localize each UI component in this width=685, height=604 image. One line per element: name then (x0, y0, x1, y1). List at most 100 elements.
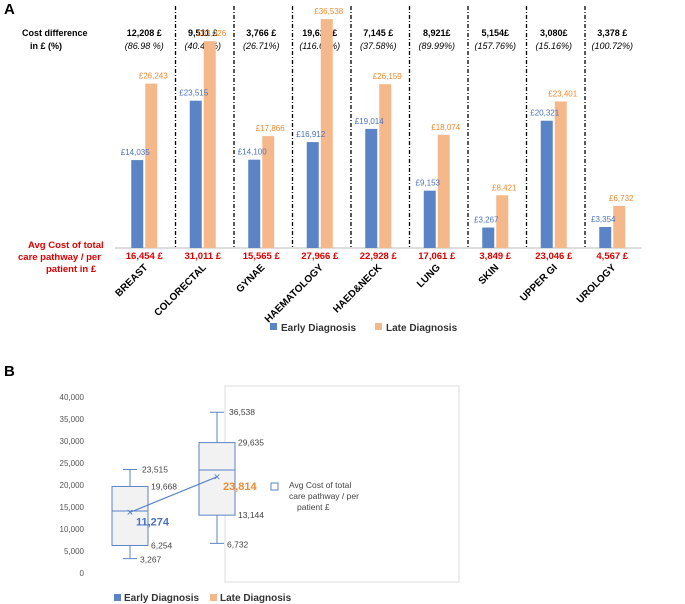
panel-a-label: A (4, 1, 15, 18)
legend-late-swatch (375, 323, 382, 330)
mean-label: 23,814 (223, 481, 258, 493)
cost-diff-value: 7,145 £ (363, 28, 393, 38)
note-line1: Avg Cost of total (289, 480, 351, 490)
box (198, 442, 236, 516)
note-swatch (270, 482, 279, 491)
min-label: 6,732 (227, 539, 249, 549)
y-tick-label: 10,000 (60, 525, 85, 534)
cost-diff-value: 3,766 £ (246, 28, 276, 38)
category-label: HAED&NECK (331, 262, 385, 316)
cost-diff-pct: (40.45%) (184, 41, 221, 51)
cost-diff-pct: (15.16%) (535, 41, 572, 51)
mean-marker: ✕ (126, 507, 134, 517)
y-tick-label: 40,000 (60, 393, 85, 402)
panel-b-label: B (4, 363, 15, 380)
legend-b-late-swatch (210, 594, 217, 601)
note-line2: care pathway / per (289, 491, 359, 501)
category-label: COLORECTAL (153, 262, 209, 318)
min-label: 3,267 (140, 555, 162, 565)
bar-label-early: £19,014 (355, 117, 384, 126)
legend-early-swatch (270, 323, 277, 330)
bar-label-early: £14,100 (238, 148, 267, 157)
bar-late (203, 41, 216, 248)
avg-total-value: 31,011 £ (185, 251, 222, 262)
cost-diff-header-line2: in £ (%) (30, 41, 62, 51)
box-plot: 0 5,000 10,000 15,000 20,000 25,000 30,000 35,0… (60, 393, 265, 578)
bar-chart: 12,208 £ (86.98 %) £14,035 £26,243 16,454 £B… (114, 6, 642, 325)
bar-early (306, 142, 319, 248)
category-label: BREAST (114, 262, 151, 299)
category-label: GYNAE (234, 262, 267, 295)
bar-label-early: £14,035 (121, 148, 150, 157)
legend-b-late-label: Late Diagnosis (220, 593, 292, 604)
note-line3: patient £ (297, 502, 330, 512)
cost-diff-value: 3,378 £ (597, 28, 627, 38)
avg-total-value: 16,454 £ (126, 251, 164, 262)
q1-label: 13,144 (238, 510, 264, 520)
mean-marker: ✕ (213, 472, 221, 482)
legend-b-early-label: Early Diagnosis (124, 593, 199, 604)
avg-header-line1: Avg Cost of total (28, 240, 104, 251)
y-tick-label: 30,000 (60, 437, 85, 446)
cost-diff-header-line1: Cost difference (22, 28, 88, 38)
bar-label-late: £33,026 (197, 29, 226, 38)
cost-diff-pct: (37.58%) (360, 41, 397, 51)
bar-label-early: £3,267 (474, 216, 499, 225)
cost-diff-value: 5,154£ (481, 28, 509, 38)
avg-total-value: 27,966 £ (301, 251, 339, 262)
cost-diff-pct: (86.98 %) (125, 41, 164, 51)
bar-early (482, 227, 495, 248)
cost-diff-value: 12,208 £ (127, 28, 162, 38)
category-label: HAEMATOLOGY (263, 262, 326, 325)
bar-early (248, 159, 261, 248)
bar-label-early: £3,354 (591, 215, 616, 224)
avg-header-line2: care pathway / per (18, 252, 101, 263)
bar-label-early: £16,912 (296, 130, 325, 139)
bar-late (262, 136, 275, 248)
q1-label: 6,254 (151, 540, 173, 550)
bar-late (496, 195, 509, 248)
cost-diff-value: 9,511 £ (188, 28, 218, 38)
y-tick-label: 5,000 (64, 547, 85, 556)
legend-late-label: Late Diagnosis (386, 323, 458, 334)
cost-diff-value: 19,626 £ (302, 28, 337, 38)
bar-label-late: £23,401 (548, 89, 577, 98)
bar-label-early: £9,153 (416, 179, 441, 188)
bar-label-late: £18,074 (431, 123, 460, 132)
bar-late (437, 134, 450, 248)
box (111, 485, 149, 546)
q3-label: 29,635 (238, 438, 264, 448)
bar-late (379, 84, 392, 249)
bar-late (320, 19, 333, 248)
bar-late (554, 101, 567, 248)
bar-early (365, 128, 378, 248)
bar-label-late: £26,243 (139, 72, 168, 81)
bar-label-late: £36,538 (314, 7, 343, 16)
q3-label: 19,668 (151, 481, 177, 491)
bar-early (189, 100, 202, 249)
y-tick-label: 20,000 (60, 481, 85, 490)
cost-diff-pct: (116.05%) (299, 41, 340, 51)
cost-diff-value: 3,080£ (540, 28, 568, 38)
category-label: LUNG (415, 262, 443, 290)
y-tick-label: 25,000 (60, 459, 85, 468)
bar-late (613, 205, 626, 248)
category-label: SKIN (477, 262, 502, 287)
max-label: 23,515 (142, 465, 168, 475)
cost-diff-value: 8,921£ (423, 28, 451, 38)
avg-total-value: 23,046 £ (535, 251, 573, 262)
bar-label-late: £6,732 (609, 194, 634, 203)
y-tick-label: 0 (80, 569, 85, 578)
cost-diff-pct: (89.99%) (418, 41, 455, 51)
bar-label-late: £8,421 (492, 183, 517, 192)
bar-early (423, 190, 436, 248)
cost-diff-pct: (100.72%) (591, 41, 633, 51)
bar-label-late: £17,866 (256, 124, 285, 133)
category-label: UPPER GI (518, 262, 560, 304)
bar-late (145, 83, 158, 248)
bar-label-early: £20,321 (530, 109, 559, 118)
bar-early (599, 226, 612, 248)
cost-diff-pct: (157.76%) (474, 41, 516, 51)
avg-total-value: 15,565 £ (243, 251, 281, 262)
